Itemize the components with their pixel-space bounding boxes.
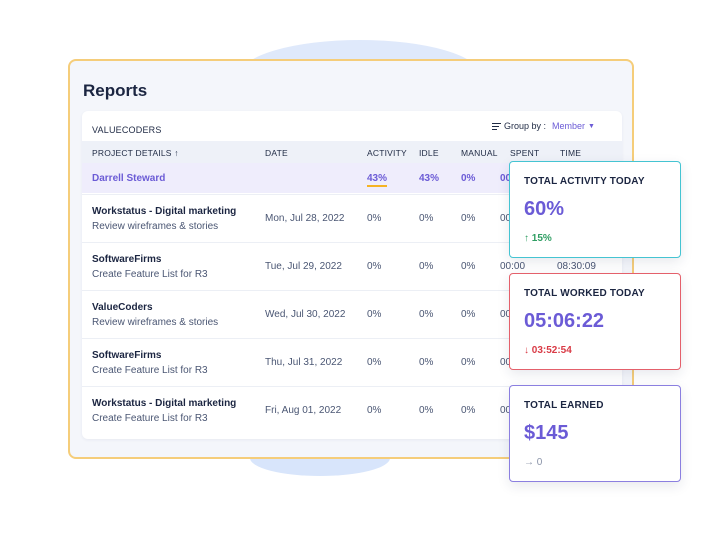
- row-date: Wed, Jul 30, 2022: [265, 309, 345, 320]
- row-date: Thu, Jul 31, 2022: [265, 357, 342, 368]
- row-idle: 0%: [419, 261, 433, 272]
- row-activity: 0%: [367, 405, 381, 416]
- project-name: Workstatus - Digital marketing: [92, 206, 236, 217]
- project-name: SoftwareFirms: [92, 350, 161, 361]
- header-idle[interactable]: IDLE: [419, 148, 439, 158]
- row-manual: 0%: [461, 357, 475, 368]
- stat-label: TOTAL WORKED TODAY: [524, 288, 645, 299]
- row-activity: 0%: [367, 261, 381, 272]
- project-name: ValueCoders: [92, 302, 153, 313]
- filter-lines-icon: [492, 121, 501, 132]
- project-name: SoftwareFirms: [92, 254, 161, 265]
- stat-card-total-worked: TOTAL WORKED TODAY 05:06:22 ↓ 03:52:54: [509, 273, 681, 370]
- row-activity: 0%: [367, 357, 381, 368]
- stat-change-down: ↓ 03:52:54: [524, 345, 572, 356]
- row-idle: 0%: [419, 357, 433, 368]
- stat-label: TOTAL EARNED: [524, 400, 604, 411]
- stat-value: 60%: [524, 198, 564, 221]
- table-header: PROJECT DETAILS ↑ DATE ACTIVITY IDLE MAN…: [82, 141, 622, 163]
- page-title: Reports: [83, 81, 147, 101]
- row-idle: 0%: [419, 309, 433, 320]
- header-activity[interactable]: ACTIVITY: [367, 148, 407, 158]
- row-activity: 0%: [367, 309, 381, 320]
- header-spent[interactable]: SPENT: [510, 148, 539, 158]
- task-name: Create Feature List for R3: [92, 269, 208, 280]
- row-date: Tue, Jul 29, 2022: [265, 261, 342, 272]
- row-spent: 00:00: [500, 261, 525, 272]
- stat-value: $145: [524, 422, 569, 445]
- task-name: Review wireframes & stories: [92, 317, 218, 328]
- header-date[interactable]: DATE: [265, 148, 288, 158]
- row-activity: 0%: [367, 213, 381, 224]
- summary-idle: 43%: [419, 173, 439, 184]
- header-manual[interactable]: MANUAL: [461, 148, 498, 158]
- stat-label: TOTAL ACTIVITY TODAY: [524, 176, 645, 187]
- stat-value: 05:06:22: [524, 310, 604, 333]
- summary-manual: 0%: [461, 173, 475, 184]
- stat-change-up: ↑ 15%: [524, 233, 552, 244]
- group-by-label: Group by :: [504, 121, 546, 131]
- row-idle: 0%: [419, 405, 433, 416]
- chevron-down-icon[interactable]: ▼: [588, 123, 595, 130]
- row-date: Fri, Aug 01, 2022: [265, 405, 341, 416]
- stat-card-total-earned: TOTAL EARNED $145 → 0: [509, 385, 681, 482]
- task-name: Create Feature List for R3: [92, 413, 208, 424]
- group-by-value[interactable]: Member: [552, 121, 585, 131]
- organization-label: VALUECODERS: [92, 125, 162, 135]
- row-manual: 0%: [461, 213, 475, 224]
- task-name: Create Feature List for R3: [92, 365, 208, 376]
- stat-change-neutral: → 0: [524, 457, 542, 468]
- project-name: Workstatus - Digital marketing: [92, 398, 236, 409]
- header-time[interactable]: TIME: [560, 148, 581, 158]
- task-name: Review wireframes & stories: [92, 221, 218, 232]
- row-manual: 0%: [461, 309, 475, 320]
- row-manual: 0%: [461, 261, 475, 272]
- member-name[interactable]: Darrell Steward: [92, 173, 165, 184]
- summary-activity: 43%: [367, 173, 387, 187]
- header-project[interactable]: PROJECT DETAILS ↑: [92, 148, 179, 158]
- group-by-control[interactable]: Group by : Member ▼: [492, 121, 595, 132]
- row-idle: 0%: [419, 213, 433, 224]
- row-manual: 0%: [461, 405, 475, 416]
- row-time: 08:30:09: [557, 261, 596, 272]
- stat-card-total-activity: TOTAL ACTIVITY TODAY 60% ↑ 15%: [509, 161, 681, 258]
- row-date: Mon, Jul 28, 2022: [265, 213, 345, 224]
